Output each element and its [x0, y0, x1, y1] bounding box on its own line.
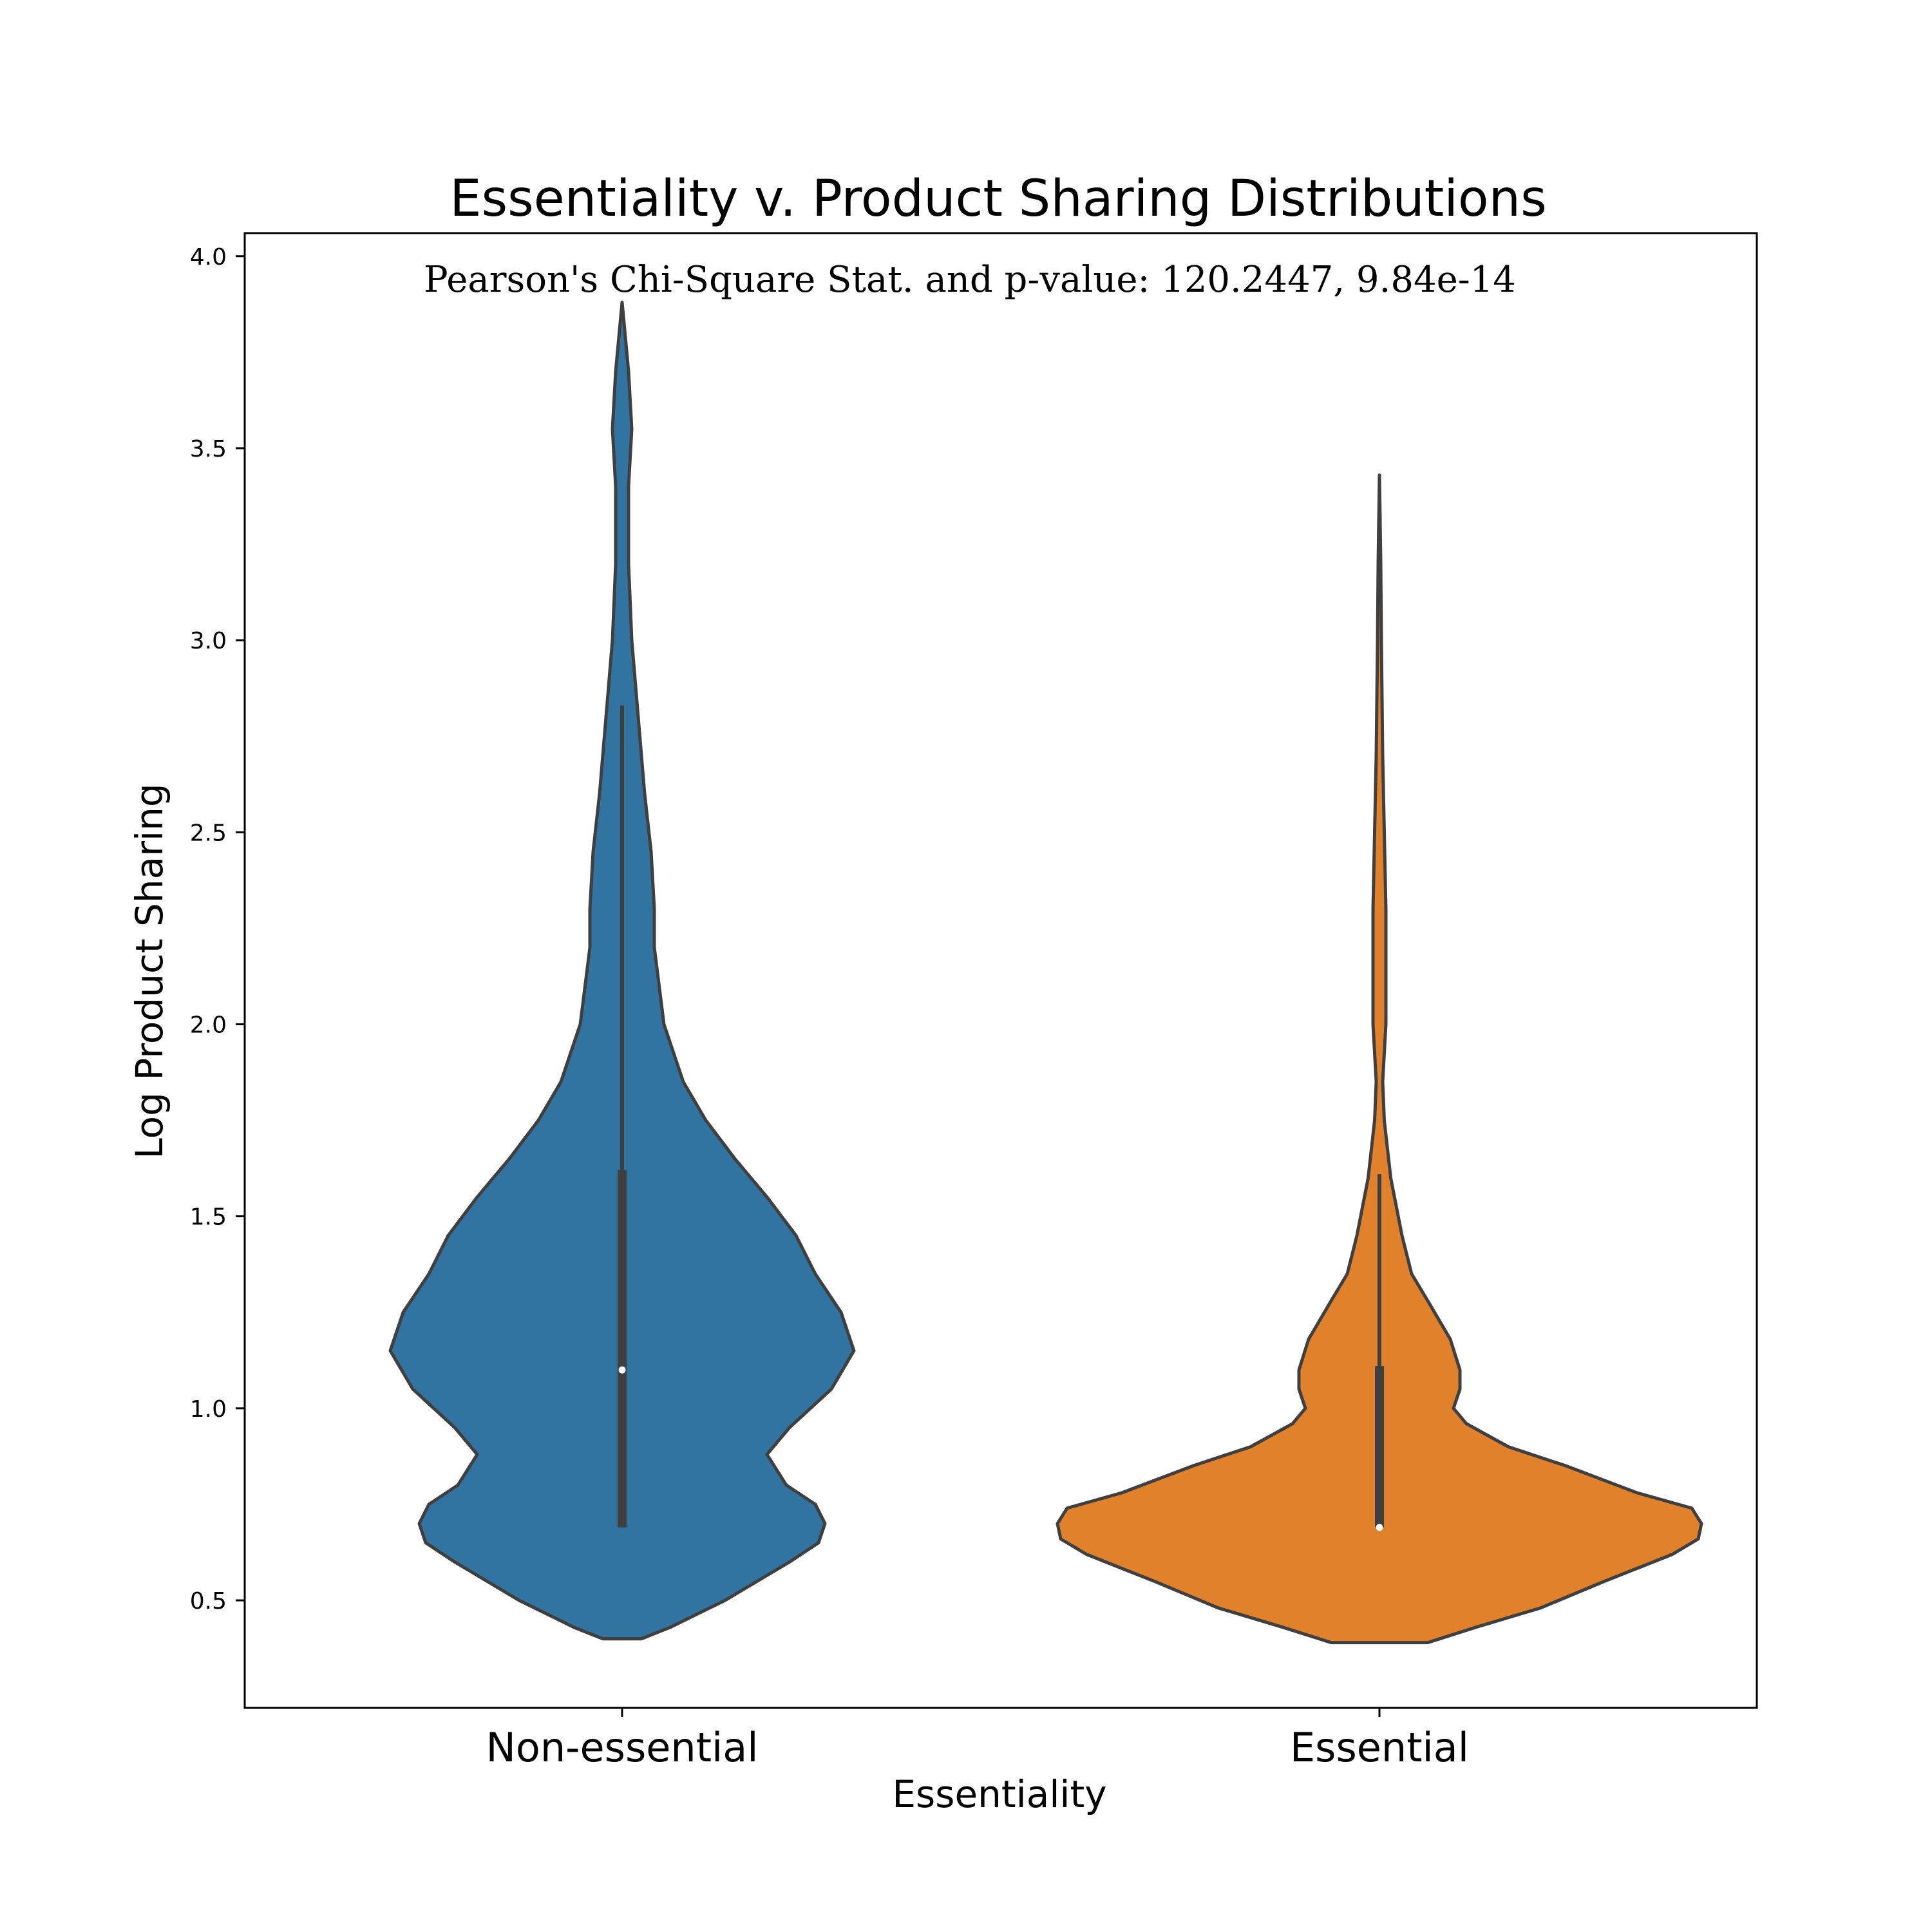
x-axis-label: Essentiality: [892, 1772, 1106, 1816]
median-marker: [1376, 1524, 1383, 1531]
chart-title: Essentiality v. Product Sharing Distribu…: [450, 170, 1546, 228]
iqr-box: [618, 1170, 627, 1528]
violin-essential: [1056, 473, 1703, 1645]
y-tick-label: 3.5: [190, 436, 227, 462]
y-tick-label: 1.5: [190, 1204, 227, 1231]
y-tick-label: 4.0: [190, 244, 227, 270]
y-axis: 0.5 1.0 1.5 2.0 2.5 3.0 3.5 4.0: [190, 244, 245, 1615]
x-axis: Non-essential Essential: [486, 1708, 1469, 1771]
y-tick-label: 2.5: [190, 820, 227, 846]
violin-non-essential: [388, 300, 856, 1641]
y-tick-label: 0.5: [190, 1588, 227, 1615]
y-axis-label: Log Product Sharing: [128, 783, 171, 1159]
median-marker: [618, 1366, 626, 1374]
y-tick-label: 3.0: [190, 628, 227, 654]
x-tick-label: Essential: [1290, 1724, 1469, 1771]
chi-square-annotation: Pearson's Chi-Square Stat. and p-value: …: [424, 259, 1516, 301]
y-tick-label: 2.0: [190, 1012, 227, 1038]
y-tick-label: 1.0: [190, 1396, 227, 1423]
x-tick-label: Non-essential: [486, 1724, 759, 1771]
axes-frame: [243, 232, 1758, 1709]
iqr-box: [1375, 1366, 1384, 1528]
plot-area: [388, 300, 1703, 1645]
violin-body: [1056, 473, 1703, 1645]
